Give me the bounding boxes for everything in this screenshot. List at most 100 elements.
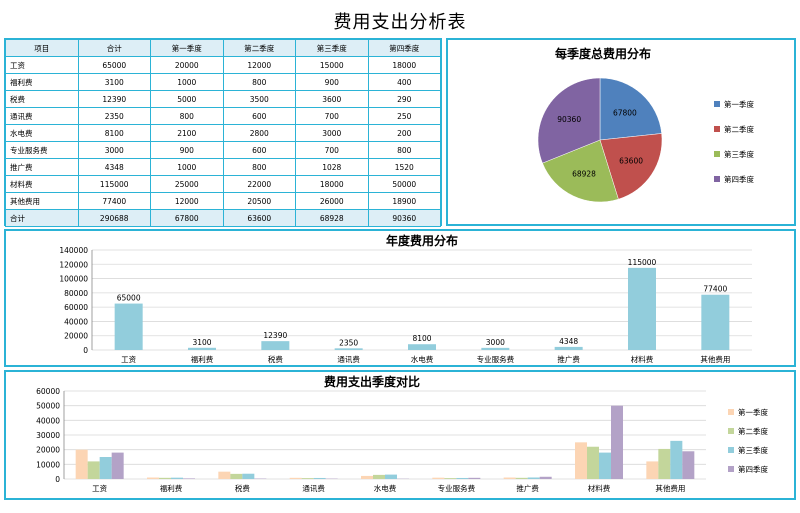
x-tick-label: 工资 (121, 354, 136, 364)
value-cell: 3100 (77, 73, 151, 91)
value-cell: 77400 (77, 192, 151, 210)
bar (147, 477, 159, 479)
quarter-compare-chart: 费用支出季度对比 0 10000 20000 30000 40000 50000 60000 工… (36, 374, 768, 493)
legend-label: 第三季度 (724, 149, 754, 159)
row-label-cell: 材料费 (5, 175, 79, 193)
row-label-cell: 工资 (5, 56, 79, 74)
bar (261, 341, 290, 350)
bar (408, 344, 436, 350)
value-cell: 8100 (77, 124, 151, 142)
bar (361, 475, 373, 479)
value-cell: 20000 (150, 56, 224, 74)
bar (599, 452, 611, 479)
table-row: 水电费 8100 2100 2800 3000 200 (5, 124, 441, 142)
expense-table-panel: 项目 合计 第一季度 第二季度 第三季度 第四季度 工资 65000 20000 12000 15… (4, 38, 442, 227)
bar (527, 477, 540, 479)
bar-data-label: 77400 (703, 285, 727, 294)
expense-table: 项目 合计 第一季度 第二季度 第三季度 第四季度 工资 65000 20000 12000 15… (5, 39, 441, 227)
y-tick-label: 120000 (59, 260, 88, 269)
value-cell: 18000 (367, 56, 441, 74)
bar-data-label: 115000 (628, 258, 657, 267)
bar (99, 457, 112, 479)
value-cell: 900 (150, 141, 224, 159)
value-cell: 3500 (222, 90, 296, 108)
bar (611, 405, 623, 479)
row-label-cell: 通讯费 (5, 107, 79, 125)
bar (456, 477, 469, 479)
table-row: 专业服务费 3000 900 600 700 800 (5, 141, 441, 159)
pie-data-label: 68928 (572, 170, 596, 179)
bar-data-label: 3100 (192, 338, 211, 347)
legend-label: 第一季度 (724, 99, 754, 109)
bar (682, 451, 695, 479)
bar (289, 477, 302, 479)
bar (218, 471, 231, 479)
y-tick-label: 40000 (64, 317, 88, 326)
bar (183, 478, 195, 479)
row-label-cell: 水电费 (5, 124, 79, 142)
bar-data-label: 65000 (117, 294, 141, 303)
row-label-cell: 福利费 (5, 73, 79, 91)
annual-bar-chart-panel: 年度费用分布 0 20000 40000 60000 80000 100000 120000 1… (4, 229, 796, 367)
x-tick-label: 水电费 (374, 483, 397, 493)
y-tick-label: 40000 (36, 416, 60, 425)
x-tick-label: 福利费 (191, 354, 214, 364)
x-tick-label: 专业服务费 (438, 483, 476, 493)
legend-label: 第二季度 (724, 124, 754, 134)
table-row: 推广费 4348 1000 800 1028 1520 (5, 158, 441, 176)
x-tick-label: 材料费 (588, 483, 611, 493)
value-cell: 800 (150, 107, 224, 125)
bar (539, 476, 552, 479)
table-row: 材料费 115000 25000 22000 18000 50000 (5, 175, 441, 193)
value-cell: 400 (367, 73, 441, 91)
legend-swatch (714, 126, 720, 132)
table-row: 通讯费 2350 800 600 700 250 (5, 107, 441, 125)
x-tick-label: 专业服务费 (477, 354, 515, 364)
x-tick-label: 通讯费 (337, 354, 360, 364)
value-cell: 26000 (295, 192, 369, 210)
pie-slice (537, 77, 601, 164)
bar (87, 461, 100, 479)
value-cell: 200 (367, 124, 441, 142)
pie-data-label: 63600 (619, 156, 643, 165)
value-cell: 1028 (295, 158, 369, 176)
y-tick-label: 10000 (36, 460, 60, 469)
bar (670, 440, 683, 479)
bar-data-label: 4348 (559, 337, 578, 346)
bar (444, 478, 457, 479)
bar (373, 474, 385, 479)
value-cell: 600 (222, 141, 296, 159)
value-cell: 50000 (367, 175, 441, 193)
y-tick-label: 0 (55, 475, 60, 484)
y-tick-label: 20000 (64, 332, 88, 341)
bar (515, 477, 528, 479)
x-tick-label: 水电费 (411, 354, 434, 364)
bar (159, 477, 171, 479)
value-cell: 3000 (77, 141, 151, 159)
value-cell: 800 (222, 158, 296, 176)
x-tick-label: 材料费 (631, 354, 654, 364)
pie-data-label: 67800 (613, 108, 637, 117)
x-tick-label: 其他费用 (655, 483, 685, 493)
legend-label: 第二季度 (738, 426, 768, 436)
bar (575, 442, 587, 479)
bar-data-label: 12390 (263, 331, 287, 340)
x-tick-label: 税费 (268, 354, 283, 364)
value-cell: 1520 (367, 158, 441, 176)
value-cell: 115000 (77, 175, 151, 193)
bar (646, 461, 659, 479)
y-tick-label: 60000 (36, 387, 60, 396)
total-label-cell: 合计 (5, 209, 79, 227)
value-cell: 5000 (150, 90, 224, 108)
x-tick-label: 通讯费 (302, 483, 325, 493)
pie-slice (599, 77, 662, 141)
quarter-compare-chart-panel: 费用支出季度对比 0 10000 20000 30000 40000 50000 60000 工… (4, 370, 796, 500)
x-tick-label: 福利费 (160, 483, 183, 493)
y-tick-label: 60000 (64, 303, 88, 312)
value-cell: 65000 (77, 56, 151, 74)
annual-bar-chart: 年度费用分布 0 20000 40000 60000 80000 100000 120000 1… (59, 233, 752, 364)
table-row: 工资 65000 20000 12000 15000 18000 (5, 56, 441, 74)
table-header-cell: 第四季度 (367, 39, 441, 57)
legend-label: 第四季度 (738, 464, 768, 474)
value-cell: 12390 (77, 90, 151, 108)
